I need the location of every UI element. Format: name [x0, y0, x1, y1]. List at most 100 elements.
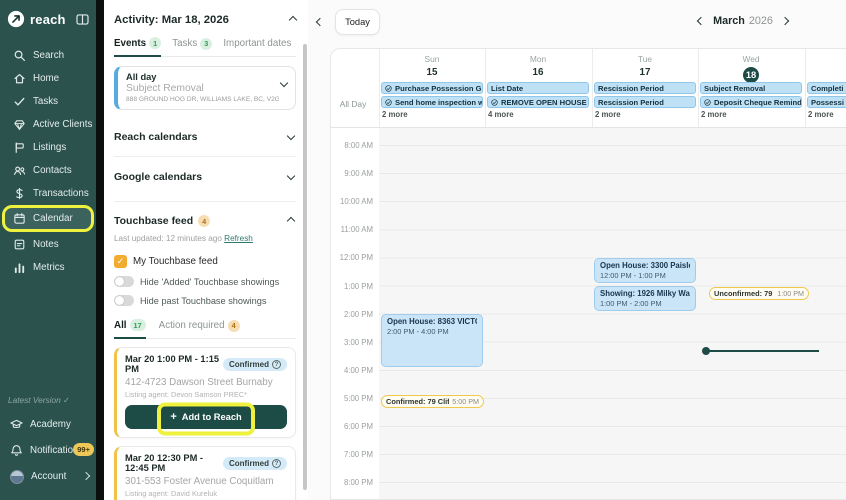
hour-label: 7:00 PM	[343, 450, 373, 459]
event-confirmed-cliff[interactable]: Confirmed: 79 Cliff... 5:00 PM	[381, 395, 484, 408]
sidebar-item-contacts[interactable]: Contacts	[2, 159, 94, 181]
showing-address: 301-553 Foster Avenue Coquitlam	[125, 476, 274, 487]
allday-event-card[interactable]: All day Subject Removal 888 GROUND HOG D…	[114, 66, 296, 110]
more-events-link[interactable]: 4 more	[488, 110, 514, 119]
avatar	[10, 469, 24, 484]
graduation-cap-icon	[10, 419, 23, 428]
allday-chip[interactable]: Possessi	[807, 96, 846, 108]
touchbase-card: Mar 20 1:00 PM - 1:15 PM Confirmed 412-4…	[114, 347, 296, 438]
tab-events[interactable]: Events 1	[114, 37, 162, 57]
prev-month-icon[interactable]	[696, 16, 706, 26]
sidebar-item-home[interactable]: Home	[2, 67, 94, 89]
event-open-house-victoria[interactable]: Open House: 8363 VICTORI... 2:00 PM - 4:…	[381, 314, 483, 367]
event-unconfirmed-cliff[interactable]: Unconfirmed: 79 Clif... 1:00 PM	[709, 287, 809, 300]
allday-chip[interactable]: Subject Removal	[700, 82, 802, 94]
allday-chip[interactable]: Send home inspection wal...	[381, 96, 483, 108]
check-circle-icon	[385, 84, 392, 92]
hour-label: 6:00 PM	[343, 422, 373, 431]
last-updated-row: Last updated: 12 minutes ago Refresh	[114, 234, 253, 243]
calendar-panel: Today March 2026 Sun 15 Mon 16	[308, 0, 846, 500]
sidebar-item-active-clients[interactable]: Active Clients	[2, 113, 94, 135]
hide-added-toggle[interactable]	[114, 276, 134, 287]
help-icon[interactable]	[272, 458, 281, 468]
hour-label: 3:00 PM	[343, 338, 373, 347]
allday-col-wed: Subject Removal Deposit Cheque Reminder!…	[700, 82, 802, 119]
sidebar-item-listings[interactable]: Listings	[2, 136, 94, 158]
activity-panel: Activity: Mar 18, 2026 Events 1 Tasks 3 …	[104, 0, 308, 500]
event-showing-milky-way[interactable]: Showing: 1926 Milky Way, Ri... 1:00 PM -…	[594, 286, 696, 311]
chevron-right-icon	[81, 471, 91, 481]
section-google-calendars[interactable]: Google calendars	[114, 157, 296, 202]
allday-chip[interactable]: Deposit Cheque Reminder!	[700, 96, 802, 108]
showing-address: 412-4723 Dawson Street Burnaby	[125, 377, 273, 388]
version-label: Latest Version ✓	[8, 395, 70, 405]
collapse-activity-icon[interactable]	[288, 15, 298, 25]
check-circle-icon	[385, 98, 392, 106]
hour-label: 8:00 PM	[343, 478, 373, 487]
sidebar-item-notifications[interactable]: Notifications 99+	[0, 440, 96, 461]
next-month-icon[interactable]	[780, 16, 790, 26]
refresh-link[interactable]: Refresh	[224, 234, 253, 243]
more-events-link[interactable]: 2 more	[382, 110, 408, 119]
more-events-link[interactable]: 2 more	[808, 110, 834, 119]
sidebar-item-calendar[interactable]: Calendar	[2, 205, 94, 232]
allday-chip[interactable]: List Date	[487, 82, 589, 94]
sidebar-item-tasks[interactable]: Tasks	[2, 90, 94, 112]
my-feed-checkbox[interactable]: ✓	[114, 255, 127, 268]
allday-chip[interactable]: REMOVE OPEN HOUSE from ...	[487, 96, 589, 108]
allday-col-mon: List Date REMOVE OPEN HOUSE from ... 4 m…	[487, 82, 589, 119]
tab-important-dates[interactable]: Important dates	[223, 38, 292, 49]
allday-chip[interactable]: Completi	[807, 82, 846, 94]
prev-week-icon[interactable]	[315, 17, 325, 27]
sidebar-item-account[interactable]: Account	[0, 466, 96, 487]
chevron-down-icon	[286, 131, 296, 140]
chevron-down-icon[interactable]	[279, 78, 289, 88]
tab-all[interactable]: All 17	[114, 319, 146, 339]
allday-col-sun: Purchase Possession Gift R... Send home …	[381, 82, 483, 119]
check-circle-icon	[704, 98, 711, 106]
hour-label: 2:00 PM	[343, 310, 373, 319]
sidebar-item-transactions[interactable]: Transactions	[2, 182, 94, 204]
tab-action-required[interactable]: Action required 4	[159, 319, 240, 338]
current-time-indicator	[702, 347, 819, 355]
status-badge: Confirmed	[223, 357, 287, 371]
event-open-house-paisley[interactable]: Open House: 3300 Paisley R... 12:00 PM -…	[594, 258, 696, 283]
help-icon[interactable]	[272, 359, 281, 369]
allday-chip[interactable]: Rescission Period	[594, 82, 696, 94]
note-icon	[14, 239, 25, 249]
section-touchbase-feed[interactable]: Touchbase feed 4	[114, 202, 296, 227]
add-to-reach-button[interactable]: + Add to Reach	[125, 405, 287, 429]
sidebar-item-search[interactable]: Search	[2, 44, 94, 66]
sidebar-item-notes[interactable]: Notes	[2, 233, 94, 255]
scrollbar[interactable]	[303, 44, 307, 490]
calendar-grid: Sun 15 Mon 16 Tue 17 Wed 18 All Day	[330, 48, 846, 500]
people-icon	[14, 166, 26, 175]
today-date-badge: 18	[743, 67, 759, 83]
today-button[interactable]: Today	[335, 9, 380, 35]
search-icon	[14, 50, 26, 61]
collapse-panel-icon[interactable]	[76, 13, 89, 25]
sidebar: reach Search Home Tasks Active Cli	[0, 0, 96, 500]
hour-label: 12:00 PM	[339, 253, 373, 262]
section-reach-calendars[interactable]: Reach calendars	[114, 110, 296, 157]
check-icon	[14, 97, 25, 106]
sign-icon	[15, 141, 24, 153]
more-events-link[interactable]: 2 more	[701, 110, 727, 119]
allday-chip[interactable]: Purchase Possession Gift R...	[381, 82, 483, 94]
chevron-down-icon	[286, 171, 296, 180]
more-events-link[interactable]: 2 more	[595, 110, 621, 119]
hide-past-toggle[interactable]	[114, 295, 134, 306]
allday-row-label: All Day	[339, 99, 367, 109]
bell-icon	[11, 445, 22, 456]
tab-tasks[interactable]: Tasks 3	[172, 37, 213, 56]
my-feed-label: My Touchbase feed	[133, 256, 218, 267]
reach-logo-icon	[7, 10, 25, 28]
allday-chip[interactable]: Rescission Period	[594, 96, 696, 108]
sidebar-item-metrics[interactable]: Metrics	[2, 256, 94, 278]
showing-datetime: Mar 20 12:30 PM - 12:45 PM	[125, 453, 204, 473]
sidebar-item-academy[interactable]: Academy	[0, 414, 96, 435]
hour-label: 4:00 PM	[343, 366, 373, 375]
events-count-badge: 1	[149, 37, 162, 49]
hide-past-label: Hide past Touchbase showings	[140, 295, 267, 306]
allday-event-address: 888 GROUND HOG DR, WILLIAMS LAKE, BC, V2…	[126, 96, 279, 103]
